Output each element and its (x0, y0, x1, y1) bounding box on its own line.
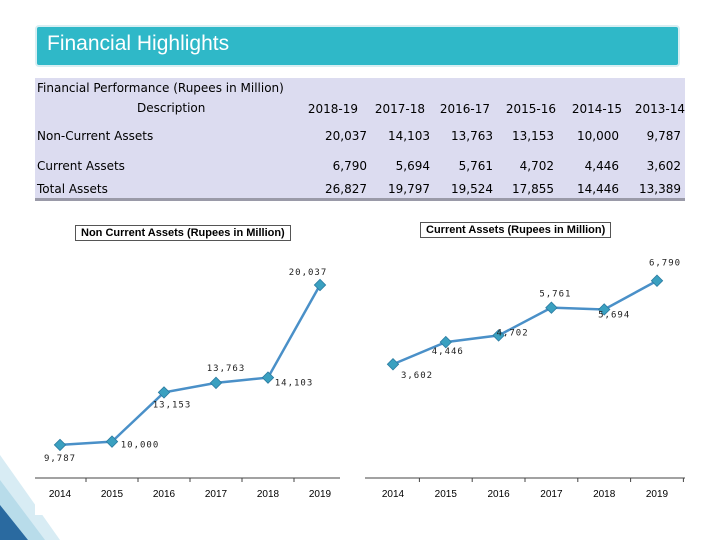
x-tick-label: 2019 (309, 489, 332, 500)
corner-decoration (0, 455, 60, 540)
data-point-marker (650, 274, 664, 287)
row-label: Total Assets (37, 182, 108, 196)
x-tick-label: 2018 (593, 489, 616, 500)
table-shadow (35, 198, 685, 201)
data-label: 6,790 (649, 259, 681, 269)
data-label: 9,787 (44, 454, 76, 464)
chart-title: Non Current Assets (Rupees in Million) (75, 225, 291, 241)
chart-current-assets: 2014 2015 2016 2017 2018 2019 3,602 4,446 4,702 5… (365, 220, 685, 515)
table-cell: 17,855 (512, 182, 554, 196)
year-header: 2013-14 (634, 102, 685, 116)
data-label: 3,602 (401, 371, 433, 381)
table-cell: 13,389 (639, 182, 681, 196)
data-label: 20,037 (289, 268, 328, 278)
table-cell: 10,000 (577, 129, 619, 143)
table-cell: 13,153 (512, 129, 554, 143)
year-header: 2014-15 (571, 102, 622, 116)
table-cell: 14,103 (388, 129, 430, 143)
data-point-marker (386, 358, 400, 371)
chart-title: Current Assets (Rupees in Million) (420, 222, 612, 238)
data-label: 10,000 (121, 441, 160, 451)
series-line (59, 284, 322, 447)
table-cell: 13,763 (451, 129, 493, 143)
data-label: 13,763 (207, 364, 246, 374)
x-tick-label: 2017 (540, 489, 563, 500)
year-header: 2016-17 (439, 102, 490, 116)
page-title: Financial Highlights (47, 32, 230, 55)
table-cell: 14,446 (577, 182, 619, 196)
data-label: 4,702 (497, 328, 529, 338)
x-tick-label: 2014 (49, 489, 72, 500)
data-point-marker (53, 438, 67, 452)
year-header: 2017-18 (374, 102, 425, 116)
title-bar: Financial Highlights (35, 25, 680, 67)
x-tick-label: 2015 (101, 489, 124, 500)
x-tick-label: 2019 (646, 489, 669, 500)
chart-non-current-svg: 2014 2015 2016 2017 2018 2019 9,787 10,000 13,15… (35, 268, 340, 500)
table-cell: 5,694 (395, 159, 430, 173)
year-header: 2018-19 (307, 102, 358, 116)
data-point-marker (597, 303, 611, 316)
chart-current-svg: 2014 2015 2016 2017 2018 2019 3,602 4,446 4,702 5… (365, 259, 685, 500)
table-cell: 26,827 (325, 182, 367, 196)
x-tick-label: 2016 (487, 489, 510, 500)
data-point-marker (439, 335, 453, 349)
year-header: 2015-16 (505, 102, 556, 116)
data-label: 14,103 (275, 379, 314, 389)
data-label: 5,694 (598, 310, 630, 320)
x-tick-label: 2017 (205, 489, 228, 500)
x-tick-label: 2014 (382, 489, 405, 500)
row-label: Current Assets (37, 159, 125, 173)
data-label: 4,446 (432, 347, 464, 357)
data-point-marker (261, 371, 275, 384)
description-header: Description (137, 101, 206, 115)
data-point-marker (157, 386, 171, 399)
table-cell: 9,787 (646, 129, 681, 143)
data-point-marker (545, 301, 558, 314)
table-cell: 19,524 (451, 182, 493, 196)
table-cell: 19,797 (388, 182, 430, 196)
x-tick-label: 2018 (257, 489, 280, 500)
data-point-marker (313, 278, 327, 292)
table-heading: Financial Performance (Rupees in Million… (37, 81, 284, 95)
table-cell: 4,446 (584, 159, 619, 173)
x-tick-label: 2016 (153, 489, 176, 500)
data-point-marker (105, 435, 119, 448)
data-label: 5,761 (539, 290, 571, 300)
table-cell: 6,790 (332, 159, 367, 173)
chart-non-current-assets: 2014 2015 2016 2017 2018 2019 9,787 10,000 13,15… (35, 220, 340, 515)
table-cell: 3,602 (646, 159, 681, 173)
data-point-marker (492, 329, 505, 342)
table-cell: 20,037 (325, 129, 367, 143)
series-line (392, 279, 658, 366)
row-label: Non-Current Assets (37, 129, 154, 143)
table-cell: 5,761 (458, 159, 493, 173)
financial-table: Financial Performance (Rupees in Million… (35, 78, 685, 200)
table-cell: 4,702 (519, 159, 554, 173)
x-tick-label: 2015 (435, 489, 458, 500)
data-point-marker (209, 376, 223, 390)
data-label: 13,153 (153, 400, 192, 410)
